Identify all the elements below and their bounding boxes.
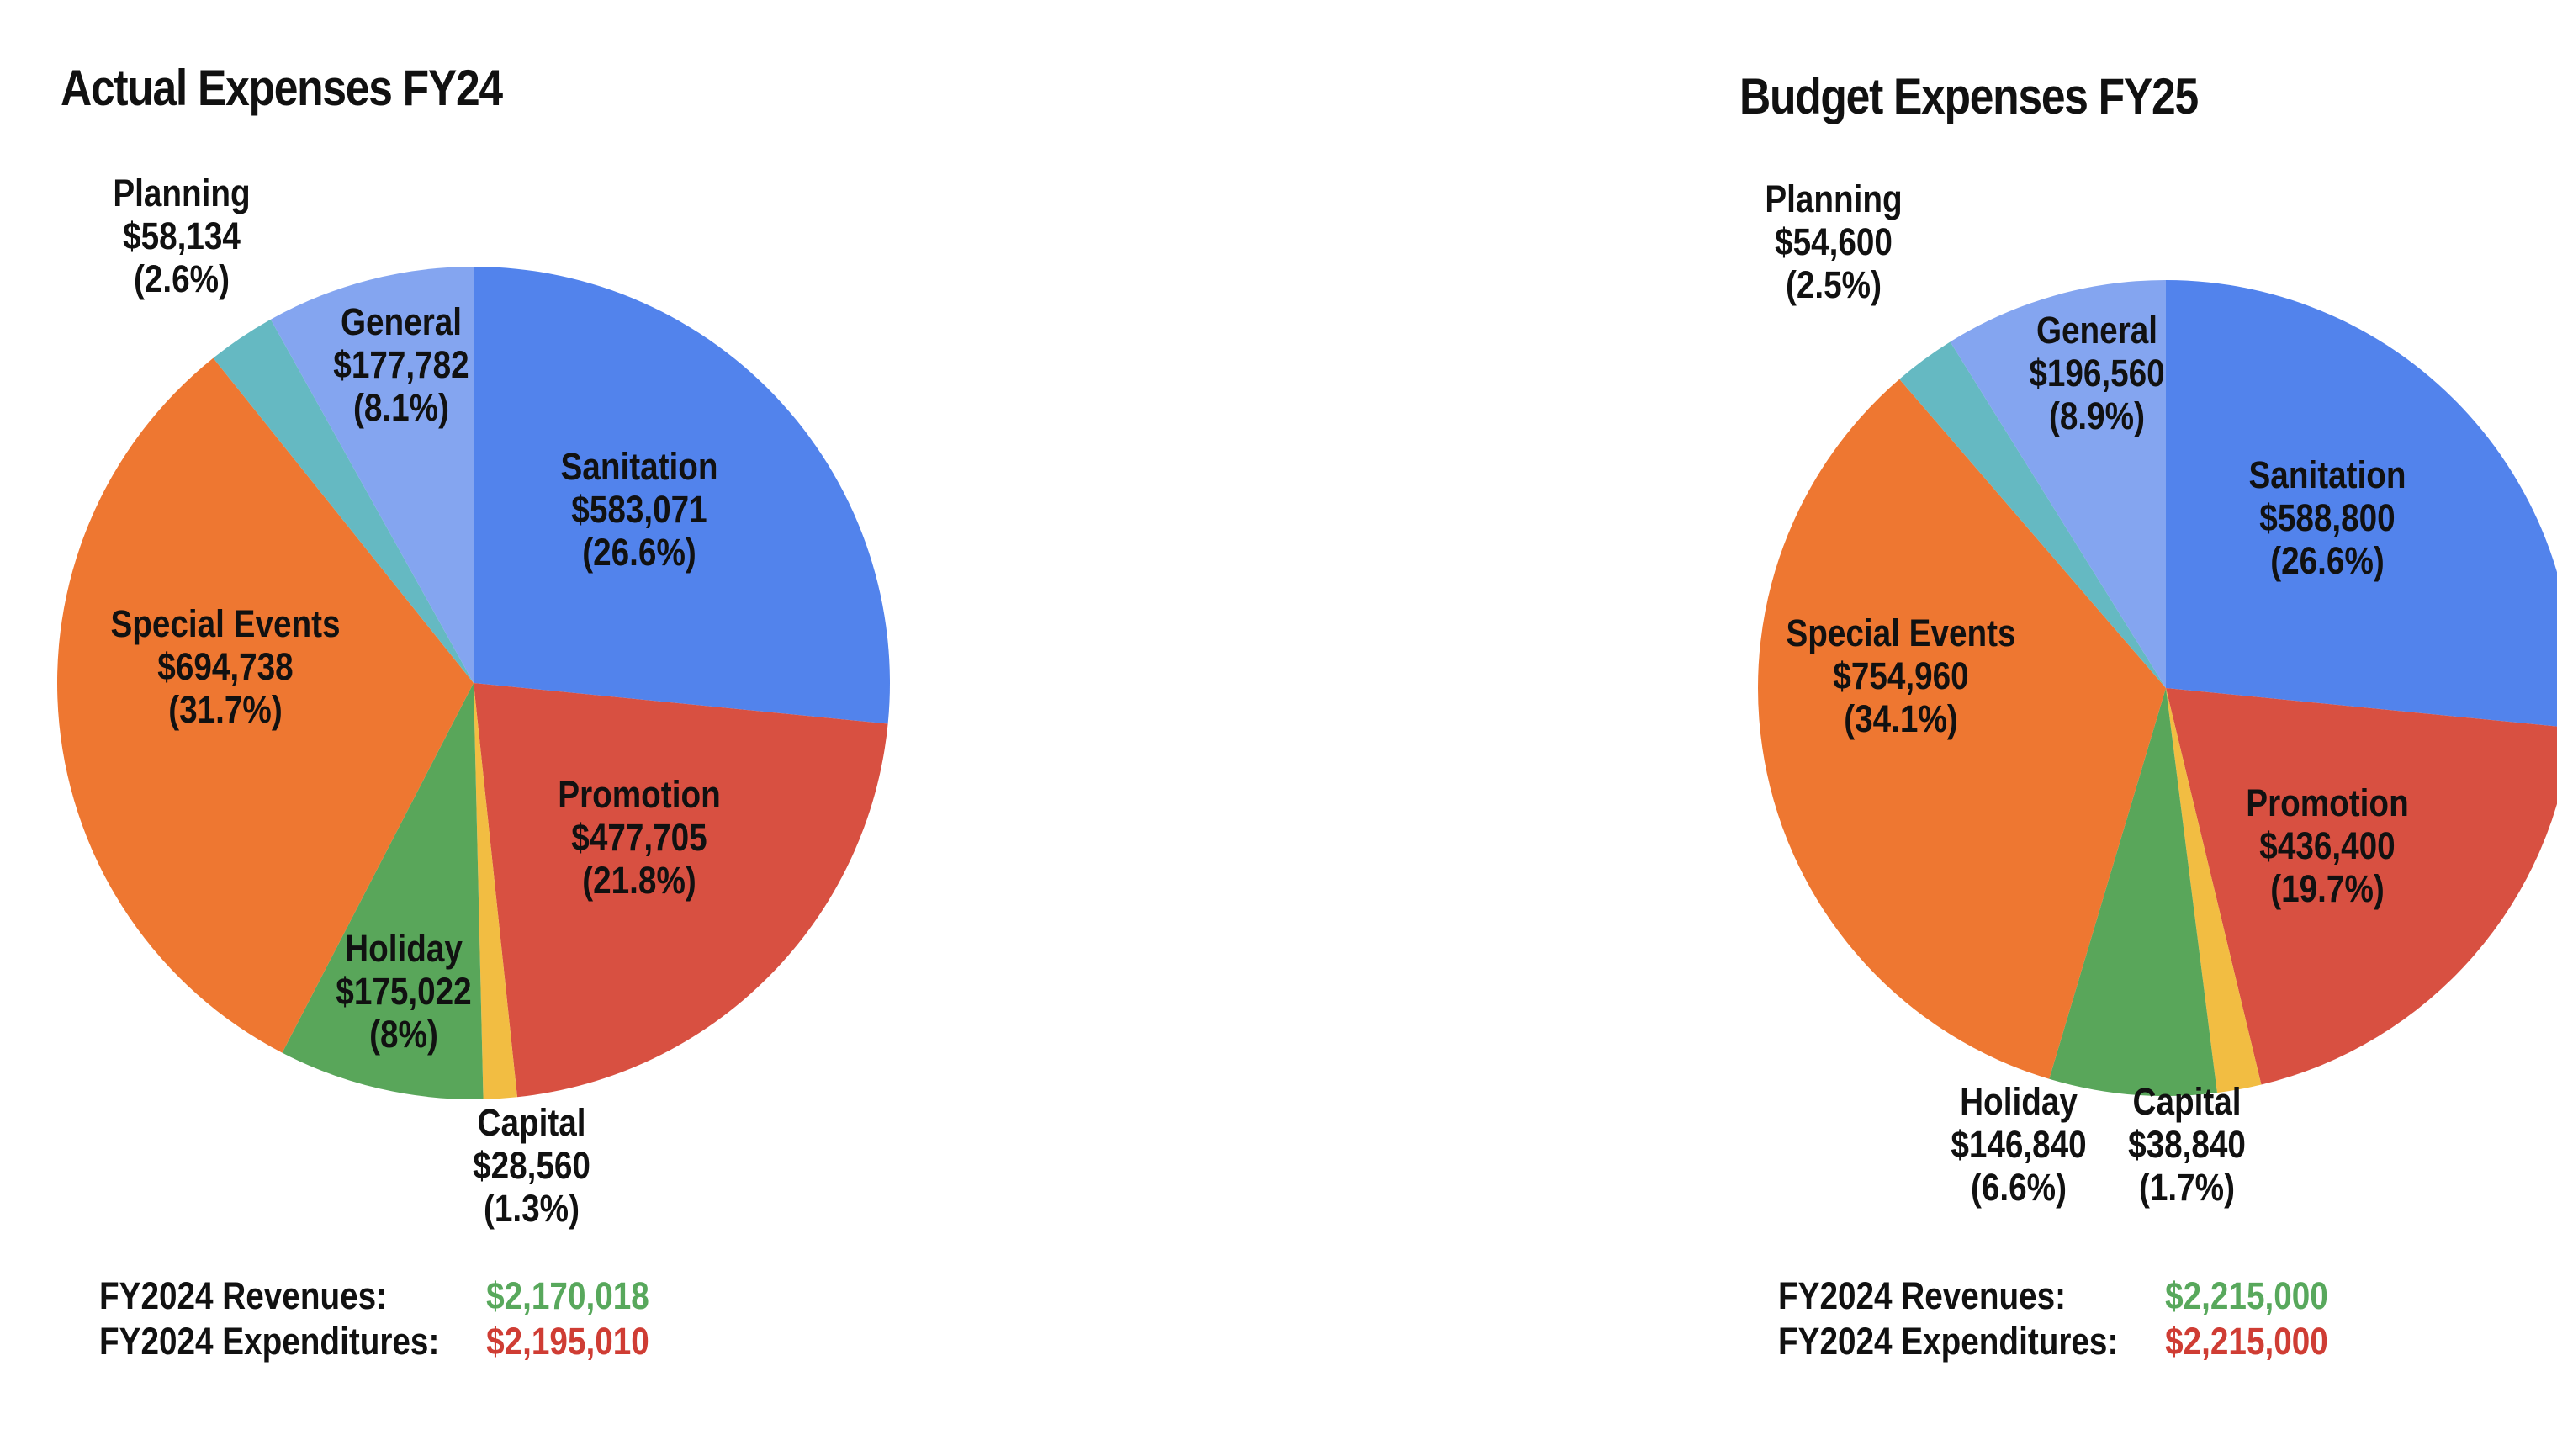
slice-amount: $196,560 [2029,352,2164,394]
slice-percent: (8.9%) [2049,394,2145,437]
slice-name: Special Events [110,602,340,644]
pie-slice-special-events [1758,379,2166,1079]
slice-label-special-events: Special Events $754,960 (34.1%) [1786,612,2015,739]
expenditure-value: $2,195,010 [486,1320,649,1363]
slice-percent: (34.1%) [1844,697,1957,739]
pie-slice-promotion [2166,688,2557,1085]
slice-label-capital: Capital $38,840 (1.7%) [2128,1080,2246,1208]
slice-percent: (19.7%) [2270,867,2384,909]
pie-slice-special-events [56,357,474,1053]
slice-percent: (6.6%) [1971,1166,2067,1208]
slice-name: Planning [113,172,250,214]
revenue-value: $2,215,000 [2165,1274,2328,1317]
slice-percent: (8%) [369,1013,438,1055]
slice-amount: $58,134 [123,214,241,257]
expenditure-value: $2,215,000 [2165,1320,2328,1363]
slice-name: General [341,300,462,342]
pie-slice-planning [213,319,474,683]
slice-amount: $28,560 [473,1144,590,1186]
revenue-value: $2,170,018 [486,1274,649,1317]
pie-chart-budget-fy25: Sanitation $588,800 (26.6%) Promotion $436,4… [1758,177,2557,1209]
slice-label-planning: Planning $58,134 (2.6%) [113,172,250,299]
slice-label-promotion: Promotion $477,705 (21.8%) [558,773,720,901]
slice-percent: (31.7%) [168,688,282,730]
pie-labels: Sanitation $588,800 (26.6%) Promotion $436,4… [1765,177,2408,1208]
slice-name: Promotion [2246,781,2408,823]
pie-slice-general [1950,280,2166,688]
slice-label-general: General $196,560 (8.9%) [2029,309,2164,437]
slice-label-special-events: Special Events $694,738 (31.7%) [110,602,340,730]
slice-percent: (8.1%) [353,386,449,428]
chart-panel-actual-fy24: Actual Expenses FY24 Sanitation $583,071(… [0,0,1278,1456]
slice-name: Planning [1765,177,1902,220]
slice-amount: $436,400 [2259,824,2395,866]
slice-percent: (1.3%) [484,1187,580,1229]
slice-label-sanitation: Sanitation $583,071 (26.6%) [561,445,718,573]
pie-labels: Sanitation $583,071 (26.6%) Promotion $477,7… [110,172,720,1229]
slice-percent: (2.6%) [134,257,230,299]
pie-slice-capital [474,683,517,1099]
pie-slice-holiday [282,683,484,1099]
pie-slice-sanitation [2166,280,2557,727]
revenue-label: FY2024 Revenues: [99,1274,388,1317]
slice-name: Holiday [1960,1080,2078,1122]
slice-percent: (2.5%) [1786,263,1882,305]
pie-slice-promotion [474,683,888,1098]
slice-amount: $694,738 [157,645,293,687]
slice-percent: (21.8%) [582,859,696,901]
slice-name: Sanitation [2249,453,2406,495]
slice-percent: (1.7%) [2139,1166,2235,1208]
slice-label-planning: Planning $54,600 (2.5%) [1765,177,1902,305]
slice-name: Promotion [558,773,720,815]
slice-name: Sanitation [561,445,718,487]
slice-amount: $754,960 [1833,654,1968,696]
slice-name: Capital [478,1101,586,1143]
slice-amount: $38,840 [2128,1123,2246,1165]
expenditure-label: FY2024 Expenditures: [1778,1320,2119,1363]
slice-label-capital: Capital $28,560 (1.3%) [473,1101,590,1229]
pie-slice-planning [1899,341,2166,688]
slice-amount: $175,022 [336,970,471,1012]
pie-slice-capital [2166,688,2262,1093]
slice-label-holiday: Holiday $175,022 (8%) [336,927,471,1055]
expenditure-label: FY2024 Expenditures: [99,1320,440,1363]
slice-label-promotion: Promotion $436,400 (19.7%) [2246,781,2408,909]
slice-name: Holiday [345,927,463,969]
slice-amount: $477,705 [571,816,707,858]
chart-panel-budget-fy25: Budget Expenses FY25 Sanitation $588,800(… [1278,0,2557,1456]
pie-slices [1758,280,2557,1096]
slice-percent: (26.6%) [2270,539,2384,581]
pie-chart-actual-fy24: Sanitation $583,071 (26.6%) Promotion $477,7… [56,172,890,1230]
slice-name: Special Events [1786,612,2015,654]
slice-name: General [2036,309,2157,351]
chart-title: Budget Expenses FY25 [1739,68,2199,124]
slice-label-general: General $177,782 (8.1%) [333,300,469,428]
pie-slice-sanitation [474,267,890,724]
slice-percent: (26.6%) [582,531,696,573]
slice-amount: $583,071 [571,488,707,530]
slice-amount: $177,782 [333,343,469,385]
chart-title: Actual Expenses FY24 [61,60,503,116]
pie-slice-general [270,267,474,683]
pie-slice-holiday [2049,688,2217,1096]
slice-name: Capital [2133,1080,2242,1122]
slice-amount: $588,800 [2259,496,2395,538]
slice-label-holiday: Holiday $146,840 (6.6%) [1951,1080,2086,1208]
revenue-label: FY2024 Revenues: [1778,1274,2067,1317]
slice-label-sanitation: Sanitation $588,800 (26.6%) [2249,453,2406,581]
slice-amount: $54,600 [1775,220,1893,262]
slice-amount: $146,840 [1951,1123,2086,1165]
pie-slices [56,267,890,1099]
